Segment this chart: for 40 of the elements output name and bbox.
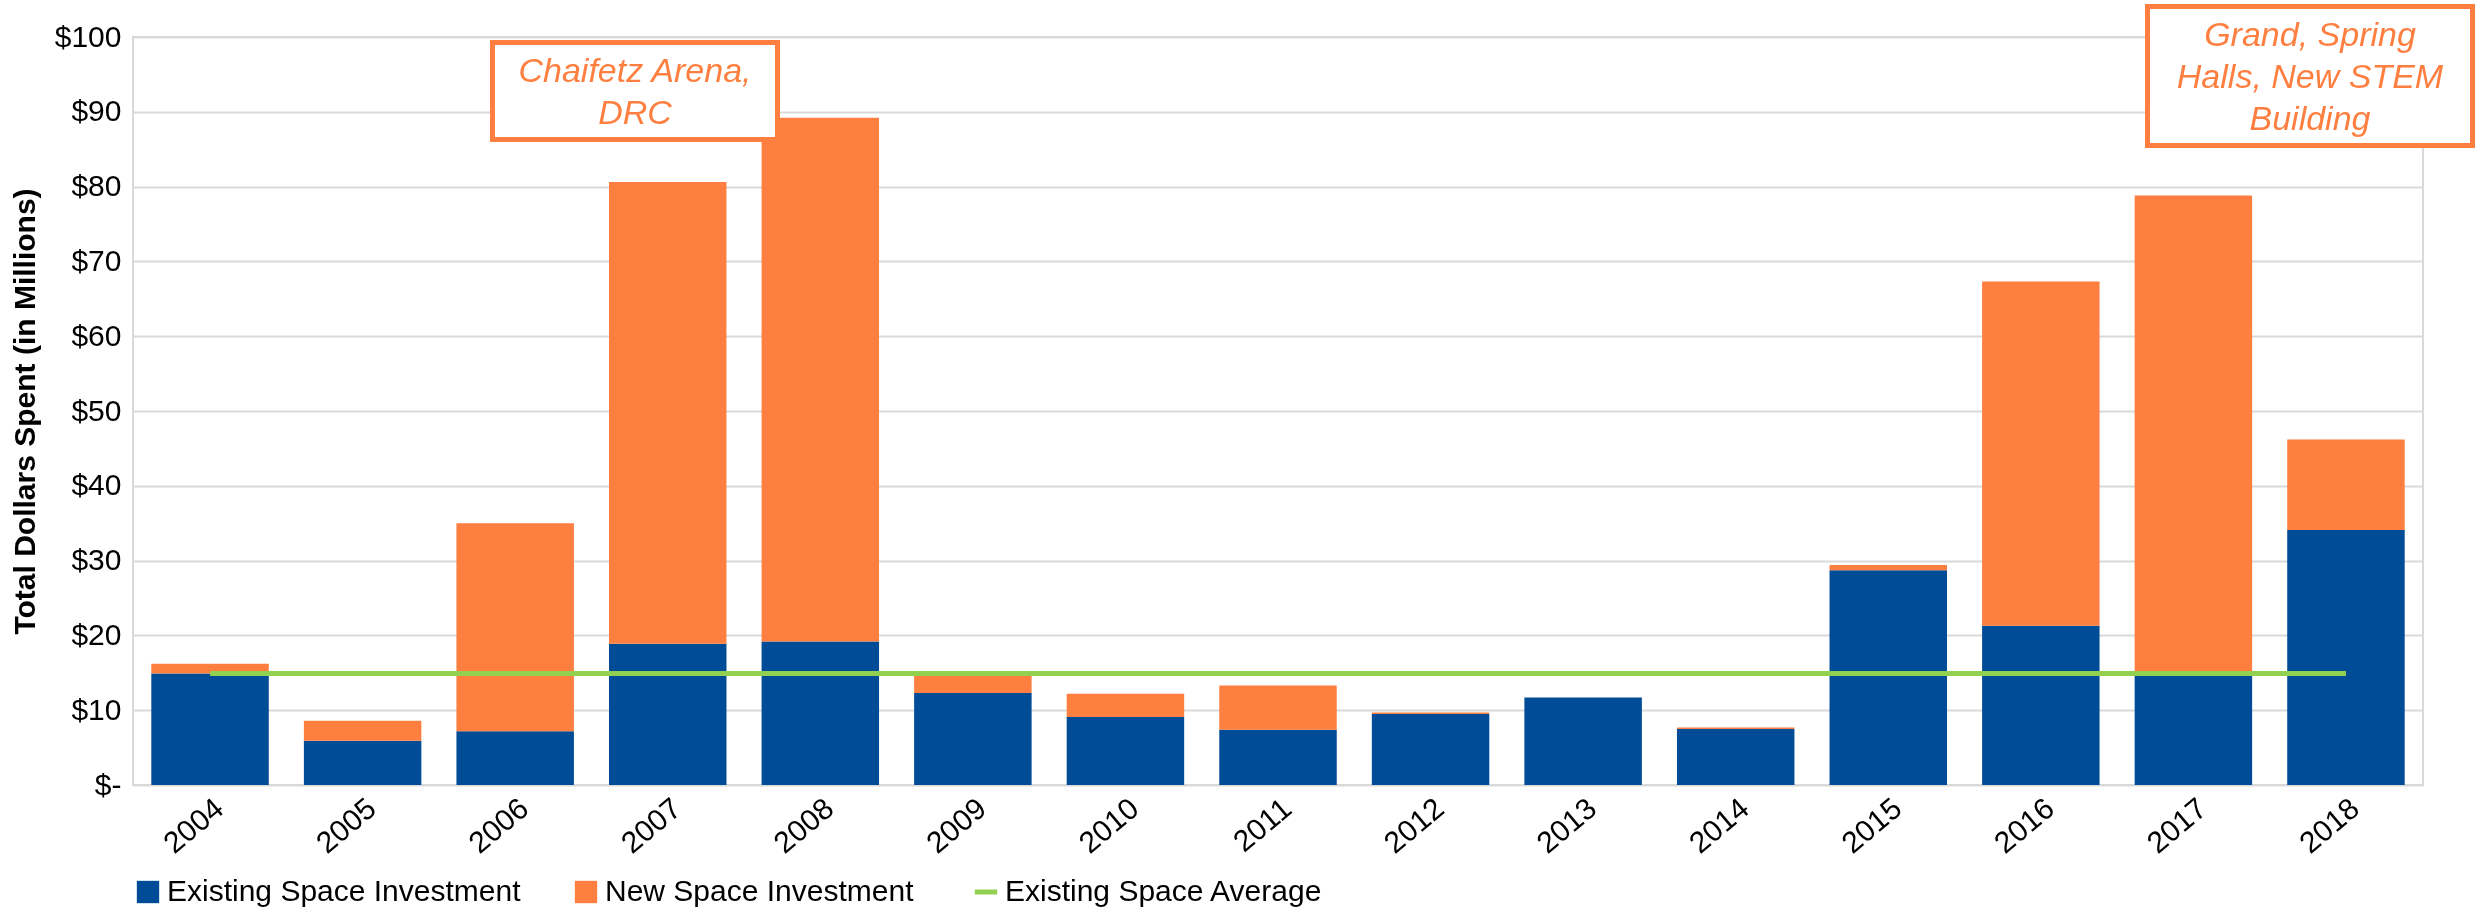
bar (1982, 281, 2100, 626)
bar (761, 641, 880, 785)
bar (1066, 693, 1185, 717)
bar (2287, 529, 2405, 785)
bar (609, 182, 727, 644)
bar (1219, 685, 1337, 730)
bar (914, 693, 1032, 785)
bar (1676, 728, 1795, 785)
legend-label: New Space Investment (605, 874, 915, 907)
y-tick-label: $100 (54, 19, 122, 53)
bar (609, 643, 727, 785)
bar (1829, 570, 1947, 785)
bar (1371, 713, 1490, 785)
y-tick-label: $70 (71, 243, 122, 277)
bar (1219, 729, 1337, 785)
bar (456, 731, 574, 785)
y-tick-label: $90 (71, 94, 122, 128)
bar (151, 673, 269, 785)
y-tick-label: $60 (71, 318, 122, 352)
legend-label: Existing Space Average (1005, 874, 1322, 907)
bar (1524, 697, 1642, 785)
bar (303, 740, 422, 785)
annotation: Grand, Spring Halls, New STEM Building (2145, 4, 2475, 148)
y-tick-label: $20 (71, 617, 122, 651)
legend-label: Existing Space Investment (167, 874, 522, 907)
bar (303, 720, 422, 741)
y-axis-title: Total Dollars Spent (in Millions) (7, 188, 41, 635)
y-tick-label: $80 (71, 169, 122, 203)
annotation: Chaifetz Arena, DRC (490, 40, 780, 142)
bar (1066, 716, 1185, 785)
y-tick-label: $50 (71, 393, 122, 427)
bar (1982, 625, 2100, 785)
y-tick-label: $- (94, 767, 122, 801)
y-tick-label: $10 (71, 692, 122, 726)
bar (456, 523, 574, 732)
bar (1829, 565, 1947, 571)
y-tick-label: $30 (71, 543, 122, 577)
bar (2287, 439, 2405, 530)
y-tick-label: $40 (71, 468, 122, 502)
bar (2134, 195, 2253, 672)
